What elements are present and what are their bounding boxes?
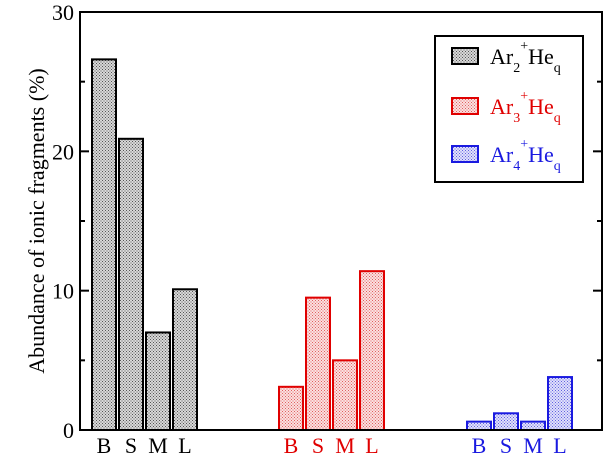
y-tick-label: 30 — [52, 0, 74, 25]
bar-3-b — [278, 385, 304, 432]
legend-label: Ar4+Heq — [490, 137, 561, 174]
x-category-label: S — [312, 433, 324, 458]
bar-4-s — [493, 412, 519, 431]
y-tick-label: 10 — [52, 279, 74, 304]
x-category-label: M — [523, 433, 543, 458]
bar-4-l — [547, 376, 573, 432]
x-category-label: M — [335, 433, 355, 458]
bar-4-m — [520, 420, 546, 432]
x-category-label: L — [553, 433, 566, 458]
y-axis-label: Abundance of ionic fragments (%) — [24, 68, 49, 373]
x-category-label: B — [97, 433, 112, 458]
legend-swatch — [451, 47, 479, 65]
bar-3-m — [332, 359, 358, 432]
x-category-label: M — [148, 433, 168, 458]
bar-3-s — [305, 296, 331, 431]
x-category-label: L — [178, 433, 191, 458]
y-axis: 0 10 20 30 — [52, 0, 602, 443]
legend-label: Ar2+Heq — [490, 39, 561, 76]
legend: Ar2+Heq Ar3+Heq Ar4+Heq — [434, 35, 584, 183]
bar-2-s — [118, 137, 144, 431]
bar-2-l — [172, 288, 198, 432]
x-category-label: S — [500, 433, 512, 458]
bar-2-b — [91, 58, 117, 432]
y-tick-label: 20 — [52, 139, 74, 164]
x-category-label: B — [284, 433, 299, 458]
bar-4-b — [466, 420, 492, 432]
legend-swatch — [451, 145, 479, 163]
x-category-label: L — [365, 433, 378, 458]
legend-label: Ar3+Heq — [490, 89, 561, 126]
legend-swatch — [451, 97, 479, 115]
bar-2-m — [145, 331, 171, 432]
bars-layer — [91, 58, 573, 432]
x-category-label: B — [472, 433, 487, 458]
y-tick-label: 0 — [63, 418, 74, 443]
x-category-label: S — [125, 433, 137, 458]
bar-3-l — [359, 270, 385, 431]
